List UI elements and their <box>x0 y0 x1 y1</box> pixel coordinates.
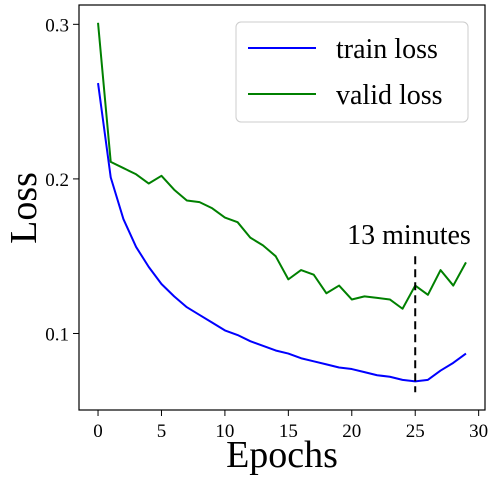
x-tick-label: 5 <box>157 421 167 442</box>
x-axis-title: Epochs <box>226 434 338 476</box>
x-tick-label: 20 <box>342 421 361 442</box>
x-tick-label: 0 <box>93 421 103 442</box>
legend-label-valid: valid loss <box>336 80 443 111</box>
series-line-valid-loss <box>97 22 467 310</box>
plot-area <box>97 22 467 383</box>
plot-frame <box>78 4 486 411</box>
y-tick-label: 0.1 <box>45 324 69 345</box>
x-tick-label: 15 <box>279 421 298 442</box>
y-tick-label: 0.3 <box>45 15 69 36</box>
x-tick-label: 25 <box>406 421 425 442</box>
y-tick-label: 0.2 <box>45 170 69 191</box>
x-axis: 0 5 10 15 20 25 30 <box>93 410 488 442</box>
x-tick-label: 30 <box>469 421 488 442</box>
y-axis: 0.1 0.2 0.3 <box>45 15 79 345</box>
y-axis-title: Loss <box>3 172 45 244</box>
annotation: 13 minutes <box>347 220 471 393</box>
series-line-train-loss <box>97 82 467 383</box>
x-tick-label: 10 <box>215 421 234 442</box>
annotation-label: 13 minutes <box>347 220 471 251</box>
legend-label-train: train loss <box>336 34 438 65</box>
legend: train loss valid loss <box>235 21 469 123</box>
